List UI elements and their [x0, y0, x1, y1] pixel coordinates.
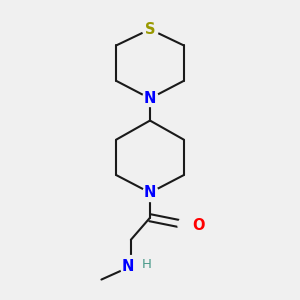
Text: N: N — [144, 91, 156, 106]
Text: N: N — [144, 185, 156, 200]
Text: H: H — [142, 258, 152, 271]
Text: N: N — [121, 259, 134, 274]
Text: O: O — [192, 218, 205, 232]
Text: S: S — [145, 22, 155, 37]
